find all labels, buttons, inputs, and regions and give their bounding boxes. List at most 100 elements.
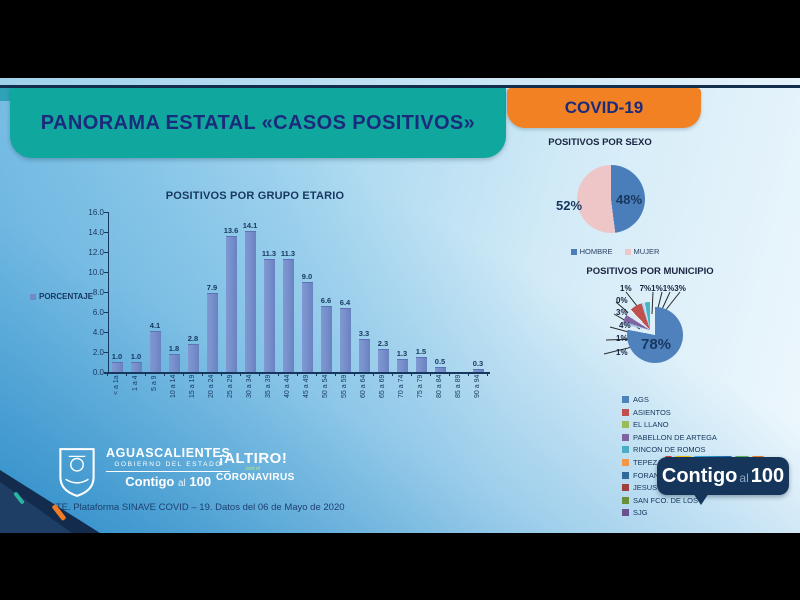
legend-label: TEPEZALA [633, 457, 672, 467]
legend-swatch-icon [622, 509, 629, 517]
x-category-label: 35 a 39 [265, 375, 272, 399]
bar [282, 259, 294, 372]
x-category-label: 40 a 44 [284, 375, 291, 399]
x-category-label: 55 a 59 [341, 375, 348, 399]
y-tick-mark [104, 232, 108, 233]
y-tick-label: 4.0 [92, 328, 104, 337]
legend-item: RINCON DE ROMOS [622, 445, 717, 454]
legend-swatch-icon [622, 458, 629, 466]
y-tick-label: 6.0 [92, 308, 104, 317]
sex-pie-title: POSITIVOS POR SEXO [548, 137, 652, 148]
bar [415, 357, 427, 372]
bar-value-label: 1.0 [130, 352, 142, 361]
bar [149, 331, 161, 372]
bar-value-label: 2.3 [377, 339, 389, 348]
muni-callouts-top: 1% 7% 1% 1% 3% [620, 284, 686, 293]
legend-item: MUJER [624, 247, 660, 256]
bar [168, 354, 180, 372]
contigo-badge: Contigo al 100 [657, 457, 789, 495]
x-tick-mark [468, 372, 469, 376]
muni-pie-exploded-slices [622, 302, 678, 358]
gov-slogan-word: Contigo [125, 474, 175, 489]
bar [377, 349, 389, 372]
muni-callout-label: 3% [616, 308, 628, 317]
muni-callout-label: 4% [619, 321, 631, 330]
series-swatch-icon [30, 293, 36, 300]
bar [111, 362, 123, 372]
bar [187, 344, 199, 372]
altiro-mid: con el [245, 466, 261, 472]
x-tick-mark [221, 372, 222, 376]
y-tick-mark [104, 212, 108, 213]
series-legend-label: PORCENTAJE [39, 292, 94, 301]
gov-slogan-num: 100 [189, 474, 212, 489]
bar-value-label: 0.5 [434, 357, 446, 366]
muni-pie-title: POSITIVOS POR MUNICIPIO [586, 266, 714, 277]
muni-callout-label: 1% [662, 284, 675, 293]
bar-value-label: 14.1 [242, 221, 258, 230]
badge-mid: al [739, 470, 749, 485]
x-category-label: 30 a 34 [246, 375, 253, 399]
gov-divider [106, 471, 231, 472]
x-category-label: 50 a 54 [322, 375, 329, 399]
bar [130, 362, 142, 372]
legend-label: ASIENTOS [633, 407, 671, 417]
bar-value-label: 1.8 [168, 344, 180, 353]
bar [339, 308, 351, 372]
y-tick-label: 10.0 [88, 268, 104, 277]
legend-label: SAN FCO. DE LOS [633, 495, 699, 505]
y-tick-label: 0.0 [92, 368, 104, 377]
contigo-badge-text: Contigo al 100 [662, 465, 784, 488]
title-banner: PANORAMA ESTATAL «CASOS POSITIVOS» [10, 88, 506, 158]
legend-label: AGS [633, 395, 649, 404]
muni-callout-label: 0% [616, 296, 628, 305]
bar [301, 282, 313, 372]
sex-pct-hombre: 48% [616, 192, 643, 207]
bar-series-legend: PORCENTAJE [30, 292, 93, 301]
x-category-label: 5 a 9 [151, 375, 158, 391]
muni-callout-label: 1% [651, 284, 663, 293]
bar-chart-title: POSITIVOS POR GRUPO ETARIO [165, 190, 345, 202]
x-tick-mark [297, 372, 298, 376]
top-light-strip [0, 78, 800, 85]
covid-label: COVID-19 [564, 98, 644, 117]
bar [206, 293, 218, 372]
x-category-label: 15 a 19 [189, 375, 196, 399]
badge-num: 100 [750, 464, 785, 487]
legend-label: MUJER [633, 247, 660, 256]
bar [358, 339, 370, 372]
legend-item: FORANEOS [622, 471, 717, 480]
gov-slogan-mid: al [177, 478, 186, 489]
bar-value-label: 7.9 [206, 283, 218, 292]
x-tick-mark [373, 372, 374, 376]
source-note: FUENTE. Plataforma SINAVE COVID – 19. Da… [30, 502, 345, 513]
x-tick-mark [183, 372, 184, 376]
legend-item: AGS [622, 395, 717, 404]
sex-pct-mujer: 52% [556, 198, 583, 213]
bar [244, 231, 256, 372]
x-category-label: < a 1a [113, 375, 120, 395]
x-category-label: 85 a 89 [455, 375, 462, 399]
x-tick-mark [164, 372, 165, 376]
coat-of-arms-icon [59, 448, 95, 497]
x-tick-mark [487, 372, 488, 376]
y-tick-mark [104, 312, 108, 313]
y-tick-mark [104, 372, 108, 373]
page-title: PANORAMA ESTATAL «CASOS POSITIVOS» [40, 111, 476, 134]
altiro-bottom: CORONAVIRUS [216, 472, 295, 483]
x-category-label: 90 a 94 [474, 375, 481, 399]
badge-tail [693, 493, 709, 505]
x-category-label: 25 a 29 [227, 375, 234, 399]
x-tick-mark [240, 372, 241, 376]
sex-pie-legend: HOMBRE MUJER [550, 247, 680, 256]
bar [396, 359, 408, 372]
x-category-label: 65 a 69 [379, 375, 386, 399]
x-category-label: 80 a 84 [436, 375, 443, 399]
muni-callout-label: 7% [639, 284, 652, 293]
slide-canvas: PANORAMA ESTATAL «CASOS POSITIVOS» COVID… [0, 78, 800, 533]
bar-value-label: 1.3 [396, 349, 408, 358]
x-tick-mark [392, 372, 393, 376]
badge-word: Contigo [661, 464, 738, 487]
legend-swatch-icon [622, 433, 629, 441]
muni-callout-label: 1% [620, 284, 632, 293]
